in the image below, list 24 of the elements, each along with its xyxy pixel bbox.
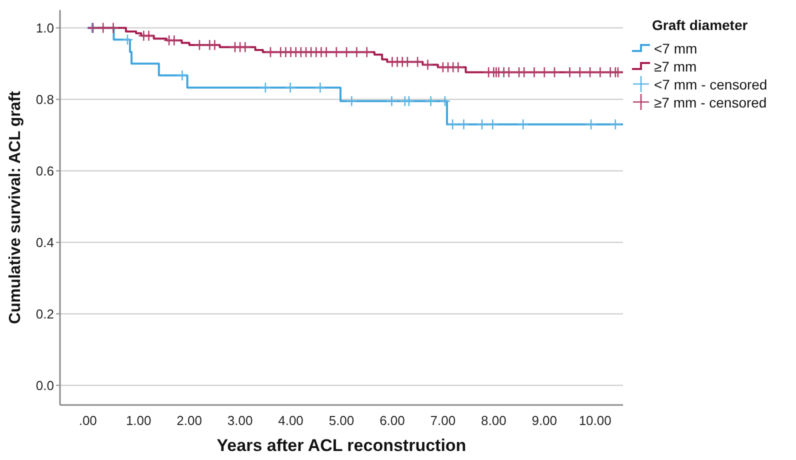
x-tick-label: 3.00 [227,413,253,428]
y-tick-label: 0.0 [36,378,54,393]
legend-label: <7 mm [654,40,698,56]
y-tick-label: 1.0 [36,20,54,36]
x-tick-label: 6.00 [380,413,405,428]
x-tick-label: 2.00 [176,413,202,428]
legend-label: <7 mm - censored [654,76,768,92]
y-tick-label: 0.8 [36,92,54,107]
legend-label: ≥7 mm - censored [654,94,767,110]
y-tick-label: 0.2 [36,306,54,322]
x-axis-title: Years after ACL reconstruction [216,436,466,455]
legend-title: Graft diameter [652,17,748,33]
x-tick-label: 10.00 [578,413,612,428]
x-tick-label: 8.00 [481,413,506,428]
y-tick-label: 0.4 [36,234,54,250]
x-tick-label: 4.00 [278,413,304,428]
y-tick-label: 0.6 [36,163,54,178]
x-tick-label: 1.00 [126,413,152,428]
x-tick-label: 7.00 [430,413,456,428]
x-tick-label: 5.00 [328,413,354,428]
x-tick-label: 9.00 [532,413,558,428]
legend-label: ≥7 mm [654,58,697,74]
x-tick-label: .00 [78,413,97,428]
y-axis-title: Cumulative survival: ACL graft [7,90,24,324]
